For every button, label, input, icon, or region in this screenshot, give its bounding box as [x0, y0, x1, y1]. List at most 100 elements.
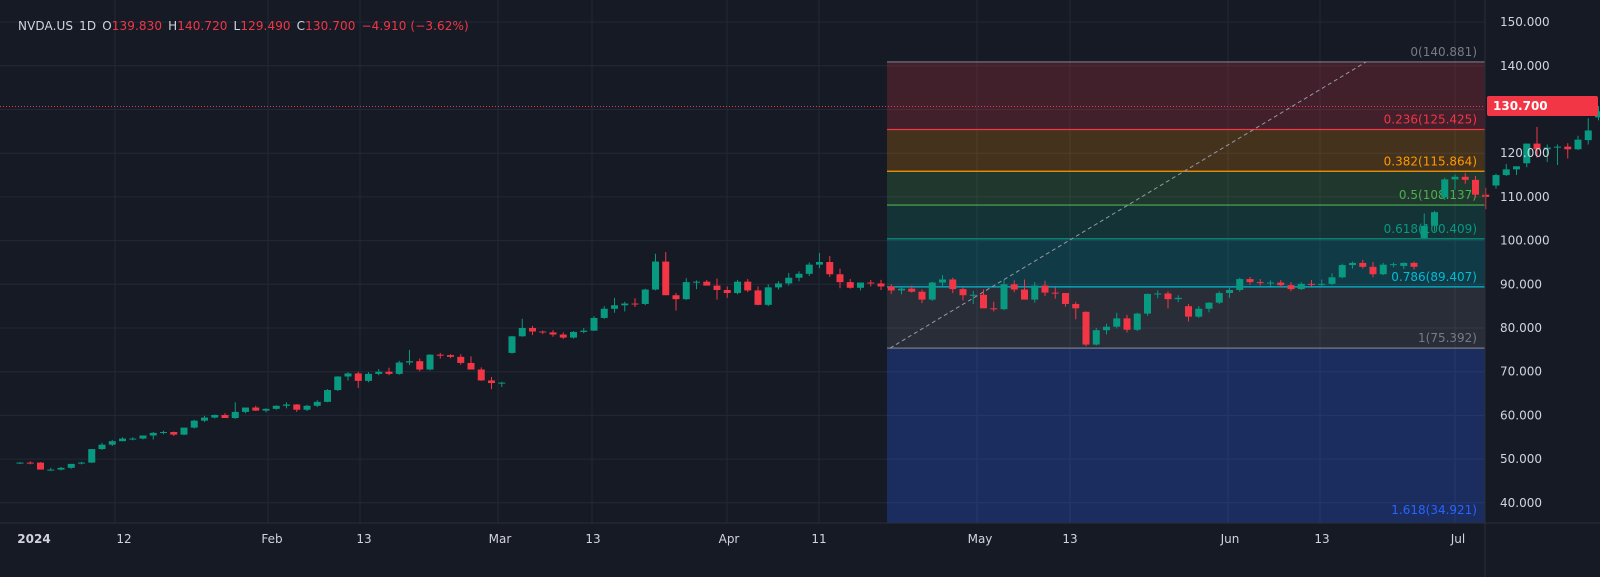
candle-body	[713, 285, 721, 290]
candle	[693, 280, 700, 290]
candle-body	[1420, 225, 1428, 238]
candle	[570, 331, 577, 339]
candle	[1533, 126, 1541, 158]
candle-body	[1267, 282, 1274, 284]
candle-body	[693, 281, 700, 283]
legend-interval[interactable]: 1D	[79, 19, 97, 33]
fib-band-1	[887, 348, 1485, 523]
x-tick-label: Apr	[719, 532, 740, 546]
candle-body	[959, 289, 967, 296]
x-tick-label: 13	[356, 532, 371, 546]
candle	[1574, 135, 1582, 151]
candle	[1103, 323, 1110, 335]
candle	[395, 360, 403, 375]
candle	[1277, 279, 1285, 287]
y-tick-label: 70.000	[1500, 365, 1542, 379]
candle-body	[508, 336, 516, 353]
candle	[252, 405, 260, 412]
fibonacci-retracement[interactable]: 0(140.881) 0.236(125.425) 0.382(115.864) 0.…	[887, 45, 1485, 523]
candle	[703, 279, 711, 286]
candle-body	[272, 405, 280, 409]
candle-body	[1431, 212, 1438, 226]
candle	[795, 271, 803, 282]
candle-body	[1256, 282, 1264, 284]
candle-body	[221, 414, 229, 419]
candle-body	[1287, 285, 1295, 290]
candle-body	[498, 382, 506, 384]
candle	[672, 293, 680, 311]
candle-body	[139, 435, 147, 439]
x-tick-label: 2024	[17, 532, 50, 546]
candle	[344, 372, 352, 381]
x-tick-label: 12	[116, 532, 131, 546]
candle	[375, 369, 383, 376]
candle-body	[67, 463, 75, 468]
candle	[1256, 279, 1264, 286]
candle	[108, 439, 116, 446]
candle	[775, 281, 782, 290]
candle	[1318, 279, 1326, 287]
candle-body	[1318, 283, 1326, 285]
legend-symbol[interactable]: NVDA.US	[18, 19, 74, 33]
candle-body	[1379, 264, 1387, 275]
candle-body	[406, 361, 413, 363]
candle	[467, 356, 475, 370]
candle-body	[1103, 326, 1110, 331]
candle	[1349, 261, 1356, 269]
candle	[67, 463, 75, 469]
candle	[149, 432, 157, 440]
candle	[406, 349, 413, 366]
candle-body	[1308, 283, 1315, 285]
candle-body	[611, 305, 618, 309]
candle	[641, 288, 649, 306]
candle	[1164, 291, 1172, 309]
candle-body	[1154, 293, 1162, 295]
candle-body	[1185, 306, 1192, 317]
candle-body	[37, 462, 44, 470]
candle-body	[149, 432, 157, 436]
candle-body	[1482, 194, 1490, 197]
candle-body	[57, 467, 65, 470]
legend-change: −4.910 (−3.62%)	[361, 19, 469, 33]
candle-body	[939, 279, 946, 283]
candle-body	[160, 432, 167, 434]
candle	[559, 332, 567, 339]
candle	[1267, 280, 1274, 287]
candle	[98, 442, 106, 450]
candle-body	[416, 361, 424, 370]
candle-body	[816, 262, 823, 265]
y-tick-label: 110.000	[1500, 190, 1550, 204]
candle-body	[1113, 318, 1121, 327]
candle	[600, 306, 608, 319]
y-tick-label: 150.000	[1500, 15, 1550, 29]
candle	[918, 289, 926, 304]
y-tick-label: 140.000	[1500, 59, 1550, 73]
candle-body	[1338, 265, 1346, 278]
candle	[190, 419, 198, 429]
candle-body	[990, 308, 998, 310]
candle	[1564, 143, 1572, 159]
candle	[1410, 261, 1418, 270]
candle	[1554, 144, 1561, 165]
candle	[1144, 293, 1151, 316]
candle-body	[395, 362, 403, 374]
candle	[139, 435, 147, 440]
candle	[980, 289, 987, 309]
candle-body	[1349, 262, 1356, 266]
candle	[293, 404, 301, 412]
candle-body	[621, 303, 629, 306]
candle	[242, 407, 249, 414]
legend-open-label: O	[102, 19, 112, 33]
candle-body	[641, 289, 649, 304]
fib-band-0.382	[887, 171, 1485, 206]
candle	[1185, 303, 1192, 322]
y-tick-label: 50.000	[1500, 452, 1542, 466]
candle	[1431, 210, 1438, 232]
candle	[334, 376, 342, 391]
candle-body	[16, 462, 24, 464]
candle-body	[477, 369, 485, 381]
legend-close-label: C	[296, 19, 306, 33]
candle-body	[313, 401, 321, 406]
